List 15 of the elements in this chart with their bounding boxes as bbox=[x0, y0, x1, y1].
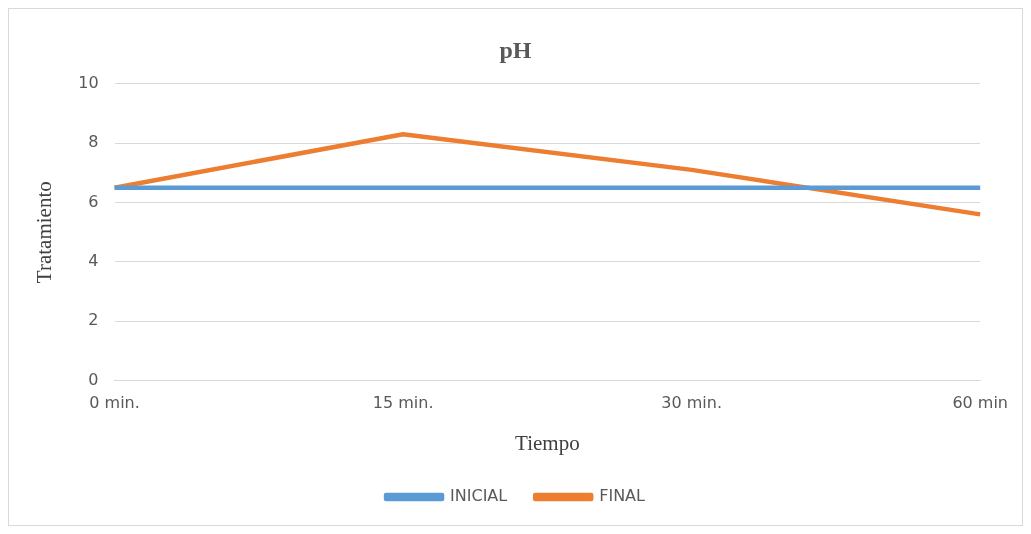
x-tick-label: 0 min. bbox=[89, 393, 140, 413]
y-tick-label: 4 bbox=[88, 251, 99, 271]
x-tick-label: 60 min bbox=[952, 393, 1008, 413]
y-tick-label: 10 bbox=[78, 72, 99, 92]
x-axis-title: Tiempo bbox=[515, 430, 580, 455]
y-tick-label: 2 bbox=[88, 310, 99, 330]
y-tick-label: 8 bbox=[88, 132, 99, 152]
legend-label: FINAL bbox=[599, 486, 646, 506]
chart-title: pH bbox=[499, 36, 532, 63]
y-axis-title: Tratamiento bbox=[32, 181, 57, 284]
x-tick-label: 15 min. bbox=[372, 393, 434, 413]
y-tick-label: 0 bbox=[88, 369, 99, 389]
legend-label: INICIAL bbox=[450, 486, 508, 506]
x-tick-label: 30 min. bbox=[661, 393, 722, 413]
y-tick-label: 6 bbox=[88, 191, 99, 211]
